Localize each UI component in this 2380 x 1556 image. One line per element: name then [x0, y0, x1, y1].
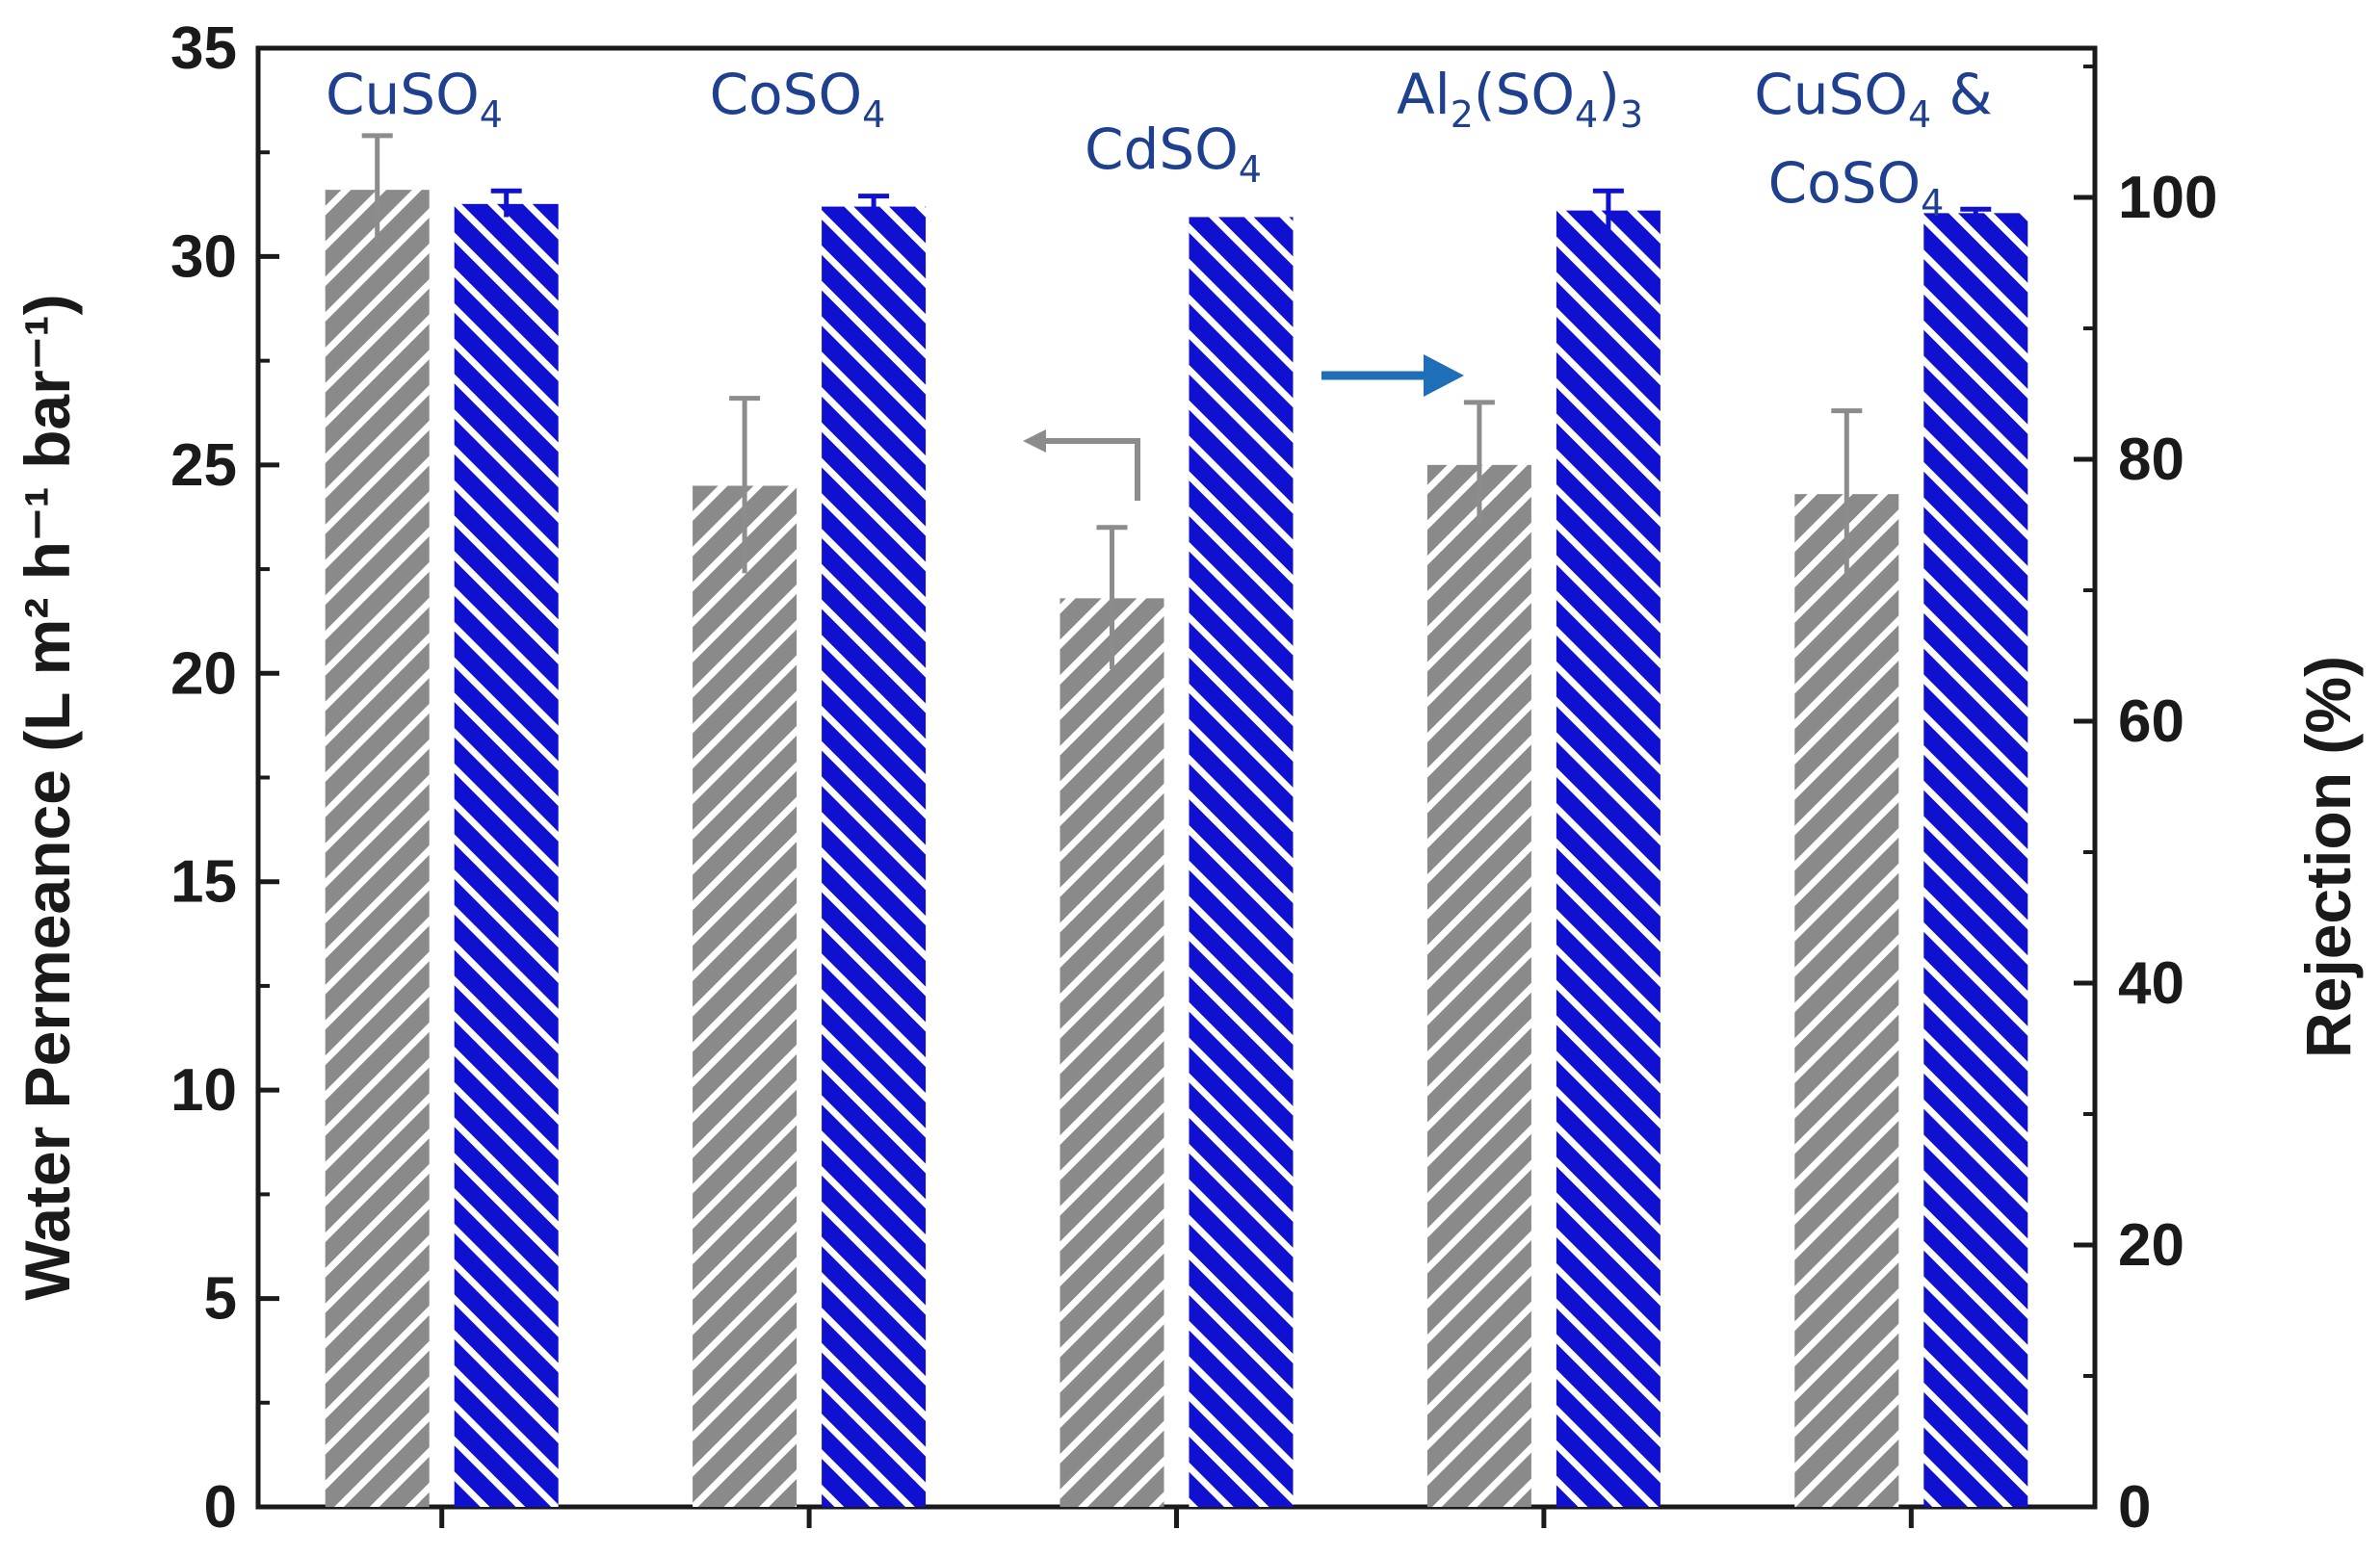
- label-background: [1029, 101, 1318, 197]
- salt-label-text: CdSO4: [1085, 117, 1262, 191]
- y-left-tick-label: 35: [170, 15, 237, 82]
- salt-label-4: Al2(SO4)3: [1397, 62, 1643, 136]
- label-part: Al: [1397, 62, 1451, 127]
- label-part: &: [1931, 62, 1993, 127]
- permeance-bar-2: [693, 485, 798, 1507]
- permeance-bar-4: [1426, 464, 1531, 1507]
- permeance-errorbar-2: [729, 396, 761, 574]
- left-axis-arrow: [1023, 429, 1140, 501]
- label-part: CuSO: [326, 62, 480, 127]
- salt-label-3: CdSO4: [1029, 101, 1318, 197]
- permeance-errorbar-1: [361, 133, 393, 245]
- label-part: (SO: [1474, 62, 1575, 127]
- label-part: CdSO: [1085, 117, 1239, 182]
- salt-label-text-line2: CoSO4: [1768, 150, 1945, 224]
- subscript: 4: [1239, 148, 1262, 191]
- rejection-bar-5: [1923, 213, 2028, 1507]
- y-left-tick-label: 10: [170, 1057, 237, 1124]
- y-right-tick-label: 100: [2118, 165, 2217, 231]
- permeance-errorbar-5: [1831, 408, 1863, 578]
- subscript: 4: [1575, 93, 1598, 136]
- salt-label-text: Al2(SO4)3: [1397, 62, 1643, 136]
- rejection-errorbar-4: [1592, 188, 1624, 231]
- salt-label-1: CuSO4: [326, 62, 503, 136]
- subscript: 3: [1620, 93, 1643, 136]
- salt-label-text: CuSO4 &: [1754, 62, 1993, 136]
- rejection-errorbar-1: [490, 188, 522, 218]
- y-right-tick-label: 60: [2118, 688, 2184, 755]
- salt-label-5: CuSO4 &CoSO4: [1754, 62, 1993, 224]
- rejection-errorbar-5: [1960, 206, 1992, 218]
- salt-label-text: CuSO4: [326, 62, 503, 136]
- subscript: 4: [480, 93, 503, 136]
- label-part: CoSO: [710, 62, 862, 127]
- y-left-tick-label: 15: [170, 849, 237, 916]
- y-left-tick-label: 20: [170, 640, 237, 707]
- permeance-bar-3: [1059, 598, 1164, 1507]
- permeance-errorbar-4: [1463, 400, 1495, 528]
- subscript: 4: [862, 93, 885, 136]
- subscript: 2: [1451, 93, 1474, 136]
- salt-label-2: CoSO4: [710, 62, 886, 136]
- rejection-bar-1: [454, 203, 559, 1508]
- y-left-tick-label: 5: [204, 1266, 237, 1333]
- subscript: 4: [1908, 93, 1931, 136]
- permeance-errorbar-3: [1096, 525, 1128, 669]
- right-axis-arrow: [1321, 354, 1464, 397]
- subscript: 4: [1921, 182, 1944, 224]
- rejection-errorbar-2: [858, 194, 890, 218]
- rejection-bar-3: [1189, 217, 1294, 1508]
- y-axis-left-title: Water Permeance (L m² h⁻¹ bar⁻¹): [12, 294, 83, 1300]
- permeance-bar-1: [325, 190, 430, 1508]
- salt-label-text: CoSO4: [710, 62, 886, 136]
- permeance-bar-5: [1794, 494, 1899, 1507]
- y-left-tick-label: 25: [170, 432, 237, 499]
- y-right-tick-label: 0: [2118, 1474, 2151, 1541]
- y-left-tick-label: 30: [170, 223, 237, 290]
- y-right-tick-label: 20: [2118, 1212, 2184, 1279]
- y-axis-right-title: Rejection (%): [2292, 656, 2364, 1058]
- y-left-tick-label: 0: [204, 1474, 237, 1541]
- y-right-tick-label: 40: [2118, 950, 2184, 1017]
- label-part: ): [1598, 62, 1620, 127]
- y-right-tick-label: 80: [2118, 427, 2184, 493]
- rejection-bar-4: [1556, 210, 1661, 1508]
- label-part: CoSO: [1768, 150, 1921, 216]
- label-part: CuSO: [1754, 62, 1908, 127]
- rejection-bar-2: [822, 206, 927, 1507]
